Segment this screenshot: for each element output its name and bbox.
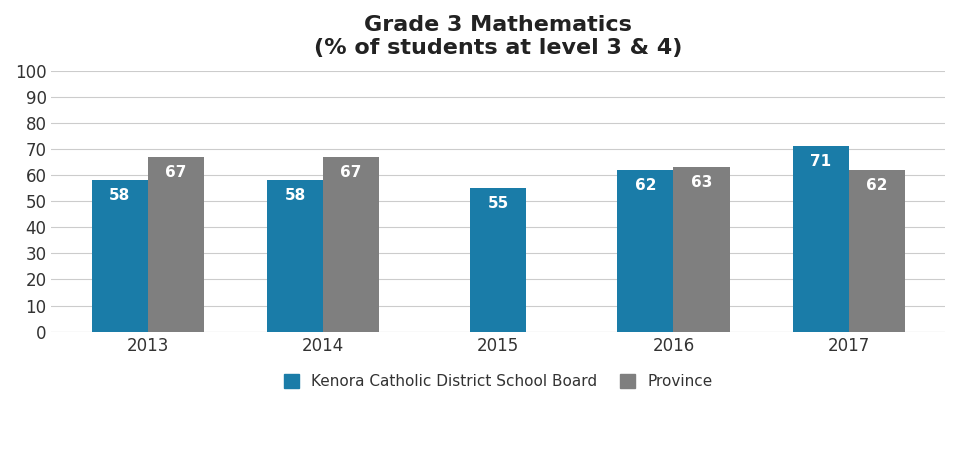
Bar [267,180,324,332]
Title: Grade 3 Mathematics
(% of students at level 3 & 4): Grade 3 Mathematics (% of students at le… [314,15,683,58]
Bar [674,168,730,332]
Bar [617,170,674,332]
Bar [470,188,526,332]
Text: 58: 58 [109,188,131,203]
Text: 58: 58 [284,188,305,203]
Text: 67: 67 [165,165,186,180]
Text: 71: 71 [810,154,831,169]
Text: 67: 67 [341,165,362,180]
Bar [92,180,148,332]
Bar [849,170,904,332]
Legend: Kenora Catholic District School Board, Province: Kenora Catholic District School Board, P… [276,367,721,397]
Text: 62: 62 [866,178,887,193]
Bar [148,157,204,332]
Text: 63: 63 [691,175,712,190]
Text: 55: 55 [488,196,509,211]
Text: 62: 62 [635,178,657,193]
Bar [324,157,379,332]
Bar [793,146,849,332]
